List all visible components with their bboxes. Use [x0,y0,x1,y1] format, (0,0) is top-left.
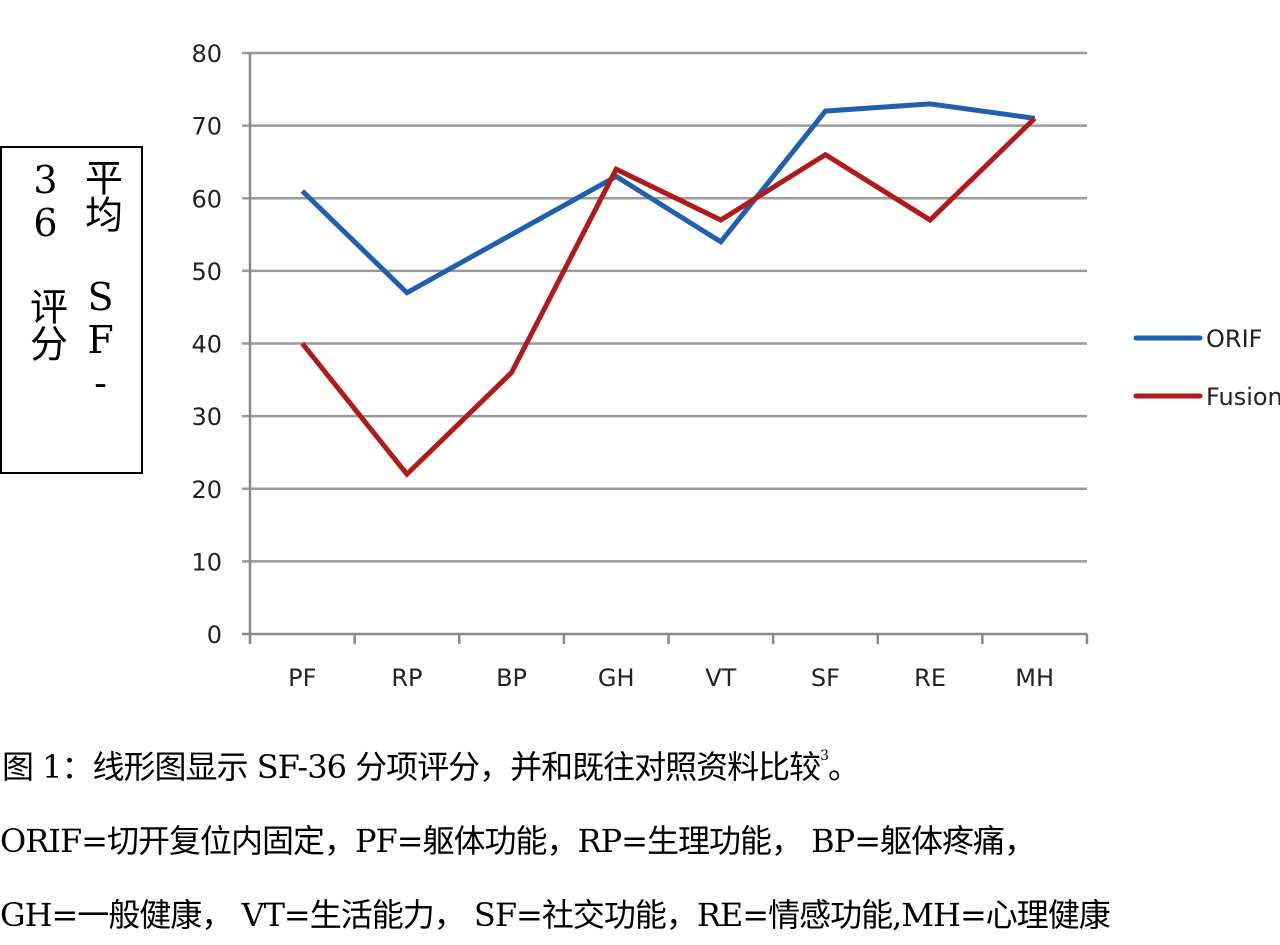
figure-caption-line-1: 图 1：线形图显示 SF-36 分项评分，并和既往对照资料比较3。 [2,742,860,788]
x-tick-label: MH [1015,664,1054,692]
y-tick-label: 30 [191,403,222,431]
x-tick-label: VT [705,664,736,692]
y-tick-label: 80 [191,40,222,68]
y-tick-label: 10 [191,548,222,576]
figure-caption-line-2: ORIF=切开复位内固定，PF=躯体功能，RP=生理功能， BP=躯体疼痛， [0,822,1036,860]
x-tick-label: PF [288,664,316,692]
y-tick-label: 50 [191,258,222,286]
y-tick-label: 70 [191,113,222,141]
y-axis-title-box: 平均 SF-36 评分 [0,146,143,474]
caption-end-punct: 。 [828,748,860,786]
x-tick-label: RP [391,664,422,692]
x-tick-label: BP [496,664,527,692]
line-chart: 0 10 20 30 40 50 60 70 80 PF RP BP GH VT SF RE MH ORIF F… [191,40,1280,692]
figure-caption-line-3: GH=一般健康， VT=生活能力， SF=社交功能，RE=情感功能,MH=心理健… [0,896,1111,934]
y-tick-label: 40 [191,331,222,359]
x-tick-label: SF [811,664,840,692]
y-tick-labels: 0 10 20 30 40 50 60 70 80 [191,40,222,649]
legend-label-orif: ORIF [1206,325,1262,353]
y-tick-label: 20 [191,476,222,504]
series-line-fusion [300,116,1037,478]
x-tick-labels: PF RP BP GH VT SF RE MH [288,664,1054,692]
caption-text: 图 1：线形图显示 SF-36 分项评分，并和既往对照资料比较 [2,748,821,786]
y-tick-label: 60 [191,185,222,213]
x-tick-label: GH [598,664,635,692]
x-tick-label: RE [914,664,946,692]
series-lines [300,101,1037,478]
legend-label-fusion: Fusion [1206,383,1280,411]
gridlines [242,51,1087,563]
y-axis-title: 平均 SF-36 评分 [23,158,123,404]
y-tick-label: 0 [207,621,222,649]
axes [242,53,1089,644]
legend: ORIF Fusion [1133,325,1280,411]
series-line-orif [300,101,1036,296]
reference-superscript: 3 [820,748,829,764]
